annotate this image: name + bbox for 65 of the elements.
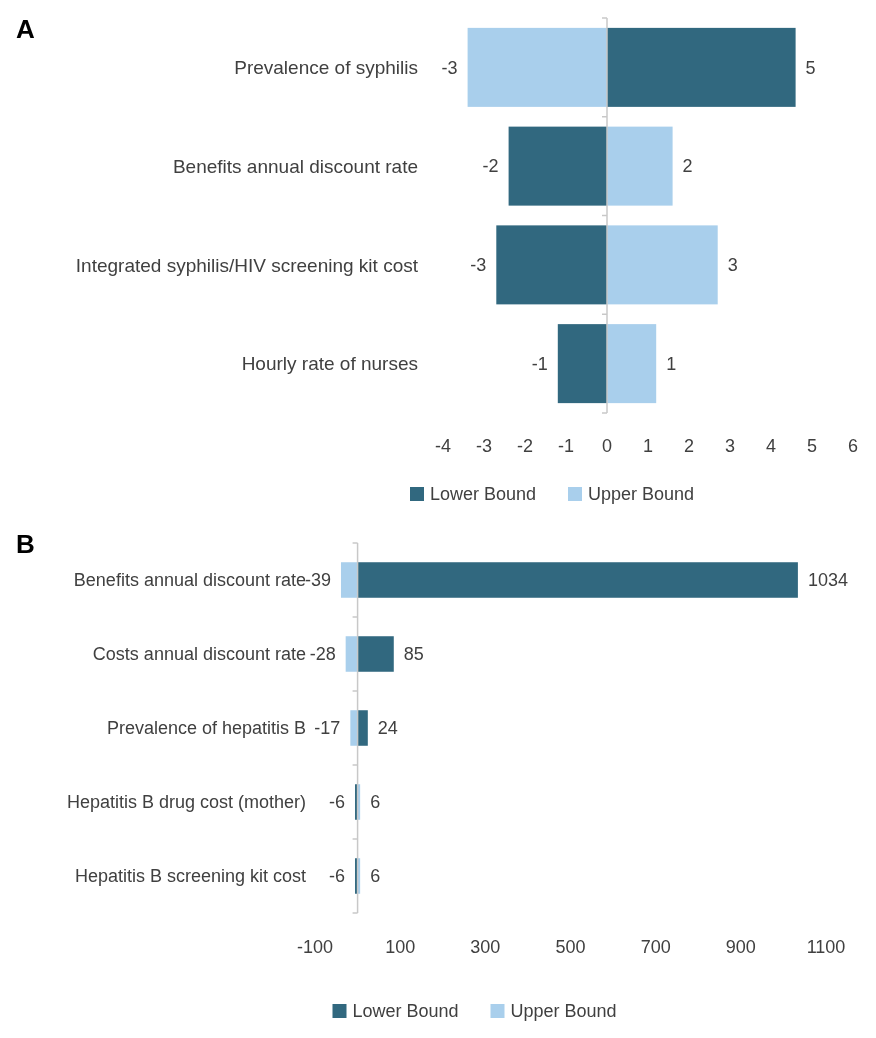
x-tick-label: -3 xyxy=(475,436,493,456)
y-tick-label: Benefits annual discount rate xyxy=(172,155,418,177)
bar xyxy=(607,225,718,305)
legend-label: Upper Bound xyxy=(588,484,695,505)
legend-label: Lower Bound xyxy=(430,484,537,505)
data-label: 6 xyxy=(370,792,381,813)
y-tick-label: Prevalence of hepatitis B xyxy=(106,718,306,739)
bar xyxy=(357,710,368,746)
data-label: -1 xyxy=(531,353,548,374)
data-label: -3 xyxy=(441,57,458,78)
bar xyxy=(508,126,607,206)
data-label: 5 xyxy=(805,57,816,78)
data-label: 1034 xyxy=(807,570,848,591)
x-tick-label: -4 xyxy=(434,436,452,456)
bar xyxy=(607,126,673,206)
bar xyxy=(607,27,796,107)
y-tick-label: Integrated syphilis/HIV screening kit cost xyxy=(75,254,419,276)
legend-label: Lower Bound xyxy=(352,1001,459,1022)
data-label: -6 xyxy=(329,792,346,813)
bar xyxy=(340,562,358,598)
x-tick-label: 4 xyxy=(765,436,777,456)
data-label: -17 xyxy=(314,718,341,739)
y-tick-label: Hepatitis B drug cost (mother) xyxy=(66,792,306,813)
text: B xyxy=(16,529,35,559)
legend-label: Upper Bound xyxy=(510,1001,617,1022)
x-tick-label: 100 xyxy=(385,937,416,957)
bar xyxy=(350,710,358,746)
data-label: -28 xyxy=(309,644,336,665)
x-tick-label: 0 xyxy=(601,436,613,456)
bar xyxy=(496,225,607,305)
x-tick-label: 5 xyxy=(806,436,818,456)
x-tick-label: 300 xyxy=(470,937,501,957)
data-label: 1 xyxy=(666,353,677,374)
x-tick-label: 1 xyxy=(642,436,654,456)
text: A xyxy=(16,14,35,44)
data-label: 3 xyxy=(727,255,738,276)
y-tick-label: Hourly rate of nurses xyxy=(241,353,418,375)
x-tick-label: -1 xyxy=(557,436,575,456)
y-tick-label: Hepatitis B screening kit cost xyxy=(74,866,306,887)
bar xyxy=(345,636,358,672)
y-tick-label: Benefits annual discount rate xyxy=(73,570,306,591)
x-tick-label: -100 xyxy=(296,937,334,957)
x-tick-label: 900 xyxy=(725,937,756,957)
bar xyxy=(607,324,657,404)
bar xyxy=(357,636,394,672)
bar xyxy=(357,562,798,598)
data-label: -6 xyxy=(329,866,346,887)
y-tick-label: Prevalence of syphilis xyxy=(234,57,418,79)
data-label: 85 xyxy=(403,644,424,665)
x-tick-label: 700 xyxy=(640,937,671,957)
x-tick-label: 2 xyxy=(683,436,695,456)
x-tick-label: 3 xyxy=(724,436,736,456)
y-tick-label: Costs annual discount rate xyxy=(92,644,306,665)
data-label: 24 xyxy=(377,718,398,739)
data-label: 6 xyxy=(370,866,381,887)
x-tick-label: 1100 xyxy=(806,937,846,957)
data-label: -39 xyxy=(304,570,331,591)
x-tick-label: -2 xyxy=(516,436,534,456)
bar xyxy=(467,27,607,107)
data-label: -2 xyxy=(482,156,499,177)
x-tick-label: 500 xyxy=(555,937,586,957)
data-label: 2 xyxy=(682,156,693,177)
data-label: -3 xyxy=(470,255,487,276)
bar xyxy=(557,324,607,404)
x-tick-label: 6 xyxy=(847,436,859,456)
